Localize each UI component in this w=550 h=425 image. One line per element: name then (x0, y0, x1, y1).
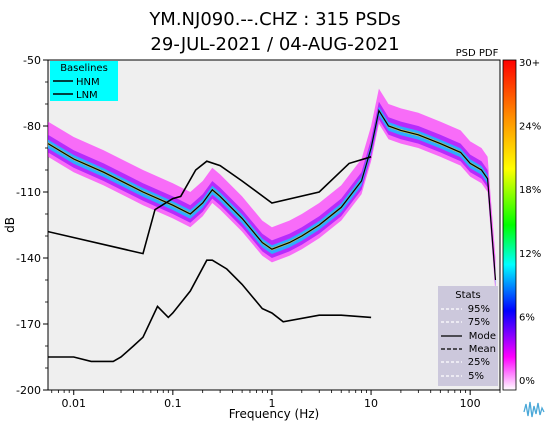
colorbar-title: PSD PDF (456, 48, 499, 59)
mode-legend-label: Mode (469, 331, 496, 342)
x-tick-label: 0.01 (61, 397, 86, 410)
colorbar-label: 12% (519, 249, 541, 260)
stats-legend: Stats 95% 75% Mode Mean 25% 5% (438, 286, 498, 386)
stats-legend-title: Stats (455, 290, 481, 301)
y-axis: -50 -80 -110 -140 -170 -200 (16, 54, 48, 397)
colorbar-label: 24% (519, 122, 541, 133)
p75-legend-label: 75% (468, 317, 490, 328)
lnm-legend-label: LNM (76, 90, 98, 101)
series-layer (48, 109, 497, 363)
baselines-legend-title: Baselines (60, 63, 108, 74)
y-tick-label: -50 (23, 54, 41, 67)
y-axis-label: dB (3, 217, 17, 233)
y-tick-label: -80 (23, 120, 41, 133)
colorbar-label: 30+ (519, 58, 540, 69)
colorbar-label: 18% (519, 185, 541, 196)
colorbar (502, 59, 517, 391)
colorbar-label: 0% (519, 376, 535, 387)
colorbar-label: 6% (519, 312, 535, 323)
p25-legend-label: 25% (468, 357, 490, 368)
x-tick-label: 100 (460, 397, 481, 410)
y-tick-label: -140 (16, 252, 41, 265)
p95-legend-label: 95% (468, 304, 490, 315)
plot-area (47, 59, 501, 391)
colorbar-labels: 30+ 24% 18% 12% 6% 0% (519, 58, 541, 387)
y-tick-label: -200 (16, 384, 41, 397)
x-tick-label: 0.1 (164, 397, 182, 410)
y-tick-label: -110 (16, 186, 41, 199)
logo-icon (522, 400, 546, 420)
series-mode-line (48, 109, 497, 281)
p5-legend-label: 5% (468, 371, 484, 382)
mean-legend-label: Mean (469, 344, 496, 355)
y-tick-label: -170 (16, 318, 41, 331)
x-tick-label: 1 (268, 397, 275, 410)
x-axis-label: Frequency (Hz) (229, 407, 320, 421)
x-tick-label: 10 (364, 397, 378, 410)
hnm-legend-label: HNM (76, 77, 100, 88)
series-hnm-line (48, 156, 372, 255)
x-axis: 0.01 0.1 1 10 100 (51, 390, 501, 410)
series-lnm-line (48, 259, 372, 363)
chart-title-line1: YM.NJ090.--.CHZ : 315 PSDs (148, 9, 400, 30)
baselines-legend: Baselines HNM LNM (50, 61, 118, 101)
chart-title-line2: 29-JUL-2021 / 04-AUG-2021 (150, 34, 399, 55)
